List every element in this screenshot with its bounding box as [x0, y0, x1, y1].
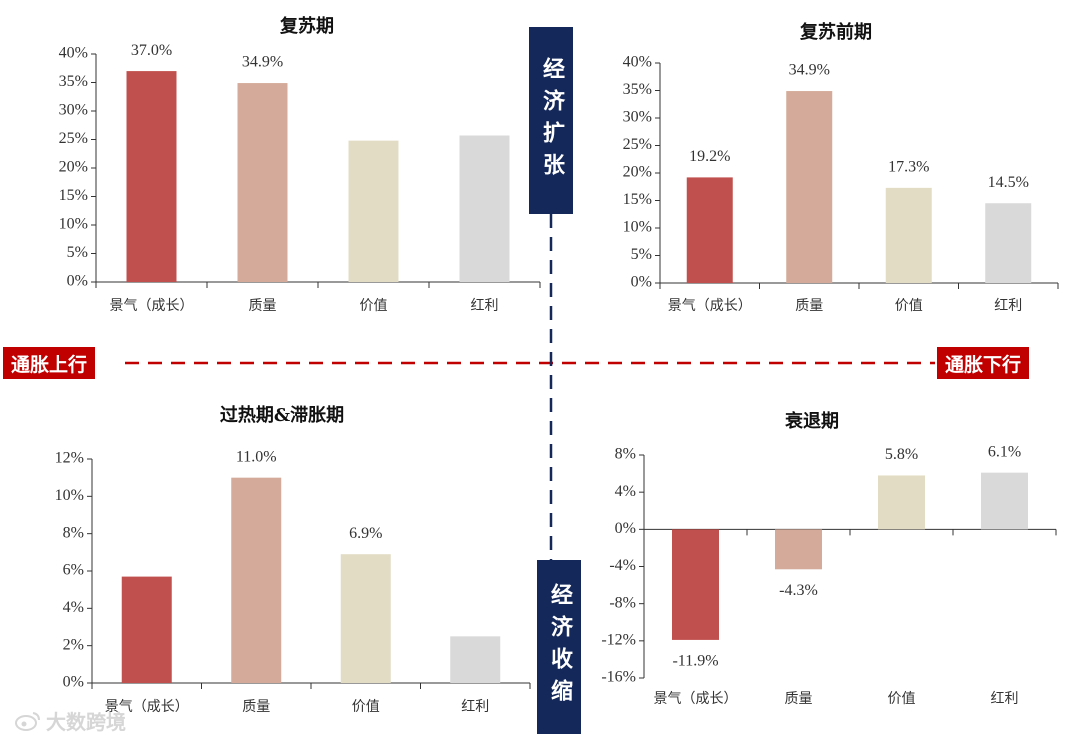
y-tick-label: 35% — [59, 73, 88, 90]
inflation-down-label: 通胀下行 — [937, 347, 1030, 379]
chart-overheat-stagflation: 过热期&滞胀期 0% 2% 4% 6% 8% 10% 12% 景气（成长） 11.0% 质量 6.9%… — [55, 404, 531, 715]
bar-0 — [121, 576, 172, 683]
y-tick-label: 8% — [615, 446, 636, 463]
bar-1 — [786, 91, 833, 283]
bar-1 — [231, 477, 282, 683]
data-label: 6.1% — [988, 443, 1021, 460]
chart-title: 复苏期 — [279, 15, 334, 37]
y-tick-label: 10% — [623, 219, 652, 236]
category-label: 价值 — [352, 699, 380, 715]
chart-recovery: 复苏期 0% 5% 10% 15% 20% 25% 30% 35% 40% 37.0% 景气（成长） 3… — [59, 15, 541, 314]
y-tick-label: 30% — [59, 102, 88, 119]
chart-title: 过热期&滞胀期 — [220, 404, 344, 426]
y-tick-label: 15% — [59, 187, 88, 204]
weibo-icon — [15, 711, 40, 731]
data-label: 37.0% — [131, 42, 172, 59]
category-label: 红利 — [991, 691, 1019, 707]
chart-title: 复苏前期 — [799, 21, 872, 43]
y-tick-label: -16% — [601, 669, 636, 686]
chart-early-recovery: 复苏前期 0% 5% 10% 15% 20% 25% 30% 35% 40% 19.2% 景气（成长）… — [623, 21, 1059, 314]
category-label: 景气（成长） — [654, 691, 738, 707]
y-tick-label: -8% — [609, 594, 636, 611]
y-tick-label: 10% — [55, 487, 84, 504]
bar-3 — [450, 636, 501, 683]
y-tick-label: 0% — [63, 674, 84, 691]
data-label: 19.2% — [689, 148, 730, 165]
inflation-up-label: 通胀上行 — [3, 347, 96, 379]
y-tick-label: -4% — [609, 557, 636, 574]
bar-2 — [878, 475, 925, 530]
y-tick-label: 0% — [631, 274, 652, 291]
economy-expansion-label: 经济扩张 — [529, 27, 573, 214]
bar-3 — [459, 135, 510, 282]
bar-0 — [672, 529, 719, 640]
y-tick-label: 6% — [63, 562, 84, 579]
y-tick-label: 25% — [623, 136, 652, 153]
y-tick-label: 35% — [623, 81, 652, 98]
data-label: -4.3% — [779, 582, 818, 599]
chart-title: 衰退期 — [784, 410, 839, 432]
bar-1 — [237, 83, 288, 282]
bar-2 — [885, 187, 932, 283]
watermark: 大数跨境 — [14, 706, 126, 735]
y-tick-label: -12% — [601, 632, 636, 649]
category-label: 价值 — [895, 298, 923, 314]
bar-0 — [686, 177, 733, 283]
data-label: 14.5% — [988, 174, 1029, 191]
bar-2 — [348, 140, 399, 282]
data-label: 6.9% — [349, 525, 382, 542]
bar-3 — [981, 472, 1028, 530]
y-tick-label: 10% — [59, 216, 88, 233]
category-label: 质量 — [795, 298, 823, 314]
category-label: 景气（成长） — [110, 298, 194, 314]
y-tick-label: 5% — [67, 244, 88, 261]
chart-recession: 衰退期 -16% -12% -8% -4% 0% 4% 8% -11.9% 景气（成长） -4.3%… — [601, 410, 1057, 707]
bar-1 — [775, 529, 822, 570]
economy-contraction-label: 经济收缩 — [537, 560, 581, 734]
y-tick-label: 25% — [59, 130, 88, 147]
bar-0 — [126, 71, 177, 282]
bar-3 — [985, 203, 1032, 283]
y-tick-label: 40% — [59, 45, 88, 62]
y-tick-label: 20% — [623, 164, 652, 181]
watermark-text: 大数跨境 — [46, 710, 126, 734]
category-label: 景气（成长） — [668, 298, 752, 314]
category-label: 价值 — [888, 691, 916, 707]
y-tick-label: 0% — [615, 520, 636, 537]
data-label: 34.9% — [789, 62, 830, 79]
y-tick-label: 5% — [631, 246, 652, 263]
category-label: 景气（成长） — [105, 699, 189, 715]
category-label: 质量 — [242, 699, 270, 715]
data-label: 34.9% — [242, 54, 283, 71]
category-label: 红利 — [994, 298, 1022, 314]
y-tick-label: 30% — [623, 109, 652, 126]
data-label: 17.3% — [888, 159, 929, 176]
y-tick-label: 12% — [55, 450, 84, 467]
y-tick-label: 40% — [623, 54, 652, 71]
category-label: 价值 — [360, 298, 388, 314]
y-tick-label: 15% — [623, 191, 652, 208]
data-label: 11.0% — [236, 448, 277, 465]
category-label: 红利 — [461, 699, 489, 715]
y-tick-label: 20% — [59, 159, 88, 176]
category-label: 质量 — [249, 298, 277, 314]
y-tick-label: 2% — [63, 636, 84, 653]
category-label: 质量 — [785, 691, 813, 707]
y-tick-label: 4% — [615, 483, 636, 500]
y-tick-label: 8% — [63, 524, 84, 541]
category-label: 红利 — [471, 298, 499, 314]
y-tick-label: 4% — [63, 599, 84, 616]
y-tick-label: 0% — [67, 273, 88, 290]
bar-2 — [340, 554, 391, 683]
data-label: -11.9% — [672, 653, 718, 670]
data-label: 5.8% — [885, 446, 918, 463]
